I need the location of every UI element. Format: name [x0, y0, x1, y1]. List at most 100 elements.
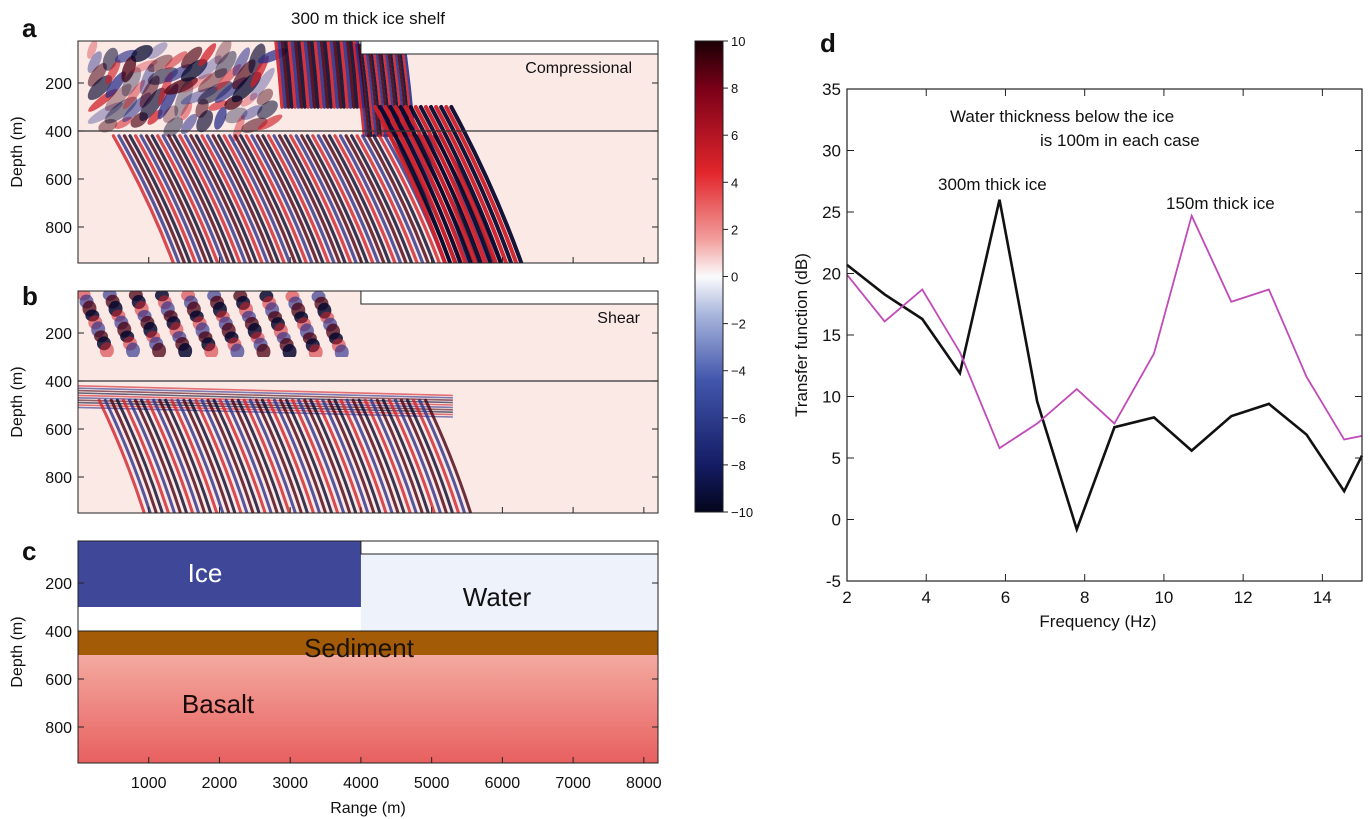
wave-crest: [349, 41, 359, 109]
wave-crest: [405, 398, 454, 513]
panel-d-annotation-line1: Water thickness below the ice: [950, 107, 1174, 126]
wave-crest: [117, 134, 181, 263]
wave-crest: [413, 105, 488, 263]
wave-blob: [257, 100, 278, 119]
wave-crest: [194, 398, 243, 513]
wave-crest: [218, 398, 267, 513]
wave-blob: [105, 59, 121, 85]
wave-crest: [293, 41, 304, 109]
series-label-300m: 300m thick ice: [938, 175, 1047, 194]
y-tick-label: 200: [45, 76, 72, 93]
wave-crest: [339, 398, 388, 513]
wave-crest: [280, 41, 291, 109]
wave-blob: [241, 117, 268, 133]
wave-crest: [423, 105, 498, 263]
wave-blob: [232, 47, 251, 76]
wave-crest: [167, 134, 231, 263]
sediment-label: Sediment: [304, 633, 415, 663]
wave-crest: [345, 398, 394, 513]
wave-crest: [403, 105, 478, 263]
panel-b-y-axis: 200 400 600 800: [45, 326, 658, 513]
wave-crest: [313, 41, 323, 109]
wave-crest: [311, 134, 375, 263]
y-tick-label: -5: [826, 572, 841, 591]
wave-blob: [105, 83, 132, 112]
panel-b-annotation: Shear: [597, 310, 640, 327]
wave-crest: [373, 105, 448, 263]
wave-crest: [398, 105, 473, 263]
wave-blob: [180, 102, 193, 121]
panel-a-annotation: Compressional: [525, 60, 632, 77]
wave-crest: [291, 398, 340, 513]
ice-shelf-top-strip: [360, 290, 659, 305]
wave-blob: [248, 43, 266, 74]
wave-crest: [228, 134, 292, 263]
wave-crest: [145, 134, 209, 263]
wave-blob: [139, 87, 166, 122]
colorbar-tick-label: 2: [731, 222, 738, 237]
wave-blob: [122, 79, 146, 110]
wave-crest: [316, 134, 380, 263]
wave-blob: [164, 51, 188, 70]
colorbar-tick-label: −4: [731, 364, 746, 379]
wave-crest: [321, 398, 370, 513]
panel-c-frame: [77, 540, 659, 764]
wave-crest: [323, 41, 333, 109]
wave-blob: [230, 343, 245, 360]
wave-crest: [266, 134, 331, 263]
wave-blob: [250, 55, 269, 88]
wave-crest: [351, 398, 400, 513]
wave-crest: [152, 398, 201, 513]
wave-crest: [294, 134, 358, 263]
panel-c-model: Ice Water Sediment Basalt 200 400 600 800 10…: [9, 540, 662, 817]
y-tick-label: 600: [45, 422, 72, 439]
wave-crest: [428, 105, 503, 263]
y-tick-label: 800: [45, 720, 72, 737]
wave-crest: [289, 134, 353, 263]
wave-blob: [105, 71, 126, 98]
wave-blob: [87, 102, 123, 124]
wave-crest: [236, 398, 285, 513]
wave-crest: [255, 134, 320, 263]
wave-crest: [439, 105, 514, 263]
wave-blob: [308, 344, 323, 361]
x-tick-label: 4: [921, 588, 930, 607]
wave-crest: [122, 134, 187, 263]
wave-crest: [133, 134, 198, 263]
y-tick-label: 600: [45, 172, 72, 189]
wave-crest: [303, 41, 314, 109]
panel-d-axes: 2 4 6 8 10 12 14 -5 0 5 10 15 20 25 30 35: [822, 80, 1362, 607]
wave-crest: [164, 398, 213, 513]
panel-b-ylabel: Depth (m): [9, 366, 26, 437]
wave-crest: [277, 41, 288, 109]
wave-crest: [200, 134, 264, 263]
wave-crest: [377, 134, 441, 263]
colorbar-tick-label: 0: [731, 270, 738, 285]
basalt-layer: [78, 655, 658, 763]
x-tick-label: 7000: [555, 775, 591, 792]
wave-crest: [78, 387, 453, 399]
wave-blob: [249, 67, 275, 101]
panel-label-c: c: [22, 536, 36, 566]
wave-crest: [188, 398, 237, 513]
wave-crest: [355, 43, 368, 138]
y-tick-label: 800: [45, 470, 72, 487]
wave-crest: [217, 134, 281, 263]
water-label: Water: [463, 582, 532, 612]
wave-blob: [139, 63, 155, 95]
wave-crest: [408, 105, 483, 263]
water-no-shear: [360, 304, 658, 381]
wave-crest: [285, 398, 334, 513]
wave-crest: [363, 398, 412, 513]
series-label-150m: 150m thick ice: [1166, 194, 1275, 213]
wave-crest: [248, 398, 297, 513]
wave-crest: [244, 134, 308, 263]
wave-blob: [174, 79, 194, 118]
wave-blob: [241, 105, 263, 120]
wave-crest: [133, 398, 182, 513]
wave-crest: [393, 398, 442, 513]
wave-crest: [338, 134, 403, 263]
wave-crest: [297, 398, 346, 513]
panel-a-interfaces: [78, 40, 659, 132]
